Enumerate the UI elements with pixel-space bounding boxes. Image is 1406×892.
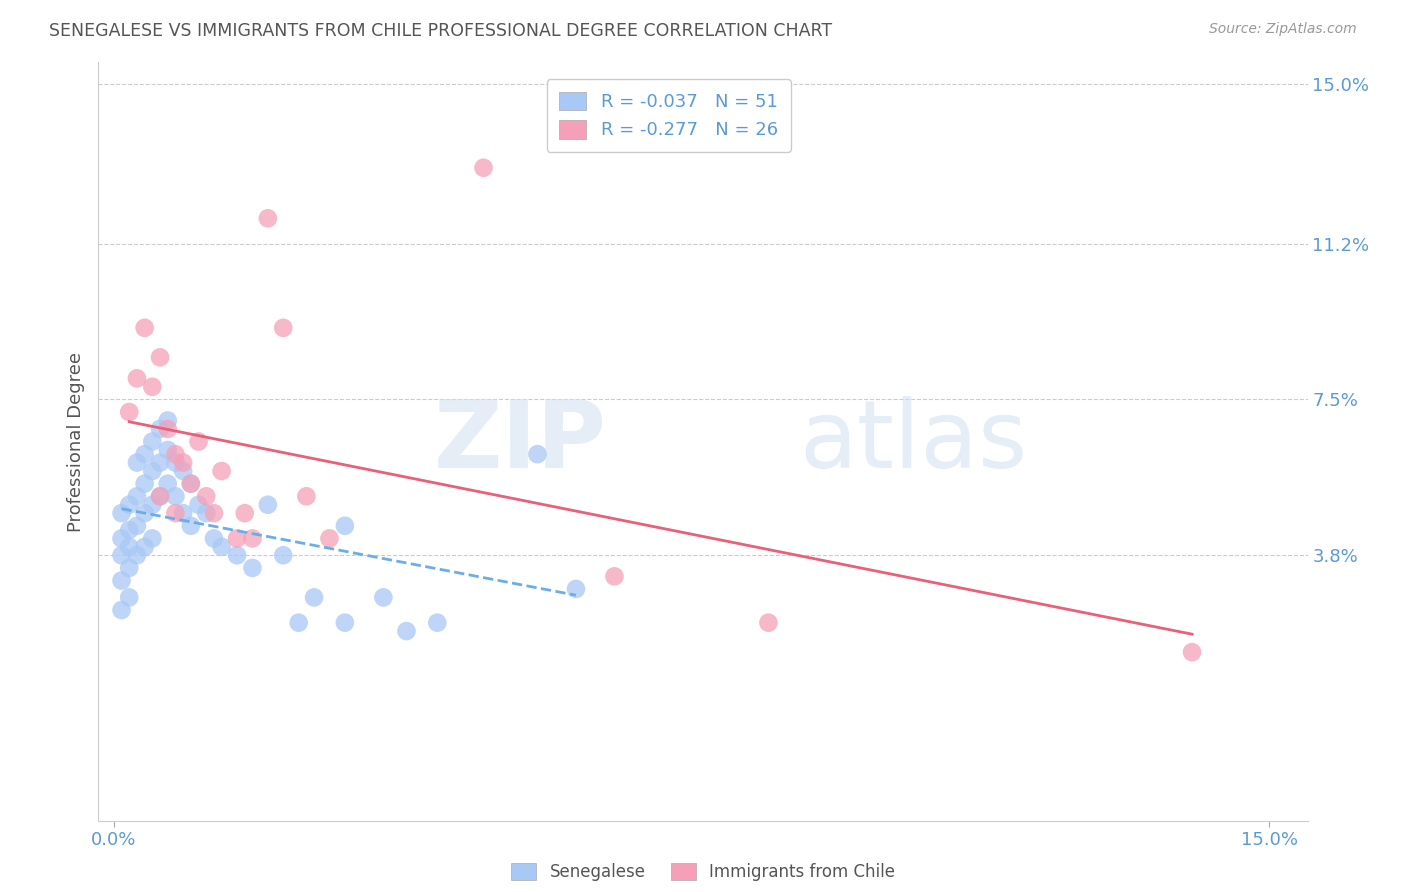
- Point: [318, 532, 340, 546]
- Point: [180, 476, 202, 491]
- Point: [156, 422, 179, 436]
- Point: [149, 456, 172, 470]
- Point: [156, 476, 179, 491]
- Y-axis label: Professional Degree: Professional Degree: [66, 351, 84, 532]
- Point: [295, 489, 318, 503]
- Point: [180, 518, 202, 533]
- Point: [472, 161, 495, 175]
- Point: [134, 476, 156, 491]
- Point: [373, 591, 395, 605]
- Point: [118, 523, 141, 537]
- Point: [110, 548, 132, 563]
- Text: ZIP: ZIP: [433, 395, 606, 488]
- Point: [195, 489, 218, 503]
- Point: [125, 456, 148, 470]
- Point: [211, 464, 233, 478]
- Point: [125, 371, 148, 385]
- Point: [134, 447, 156, 461]
- Point: [118, 540, 141, 554]
- Point: [118, 561, 141, 575]
- Point: [333, 518, 356, 533]
- Point: [149, 489, 172, 503]
- Point: [758, 615, 780, 630]
- Point: [125, 489, 148, 503]
- Point: [156, 442, 179, 457]
- Point: [287, 615, 309, 630]
- Point: [242, 532, 264, 546]
- Point: [110, 506, 132, 520]
- Point: [165, 447, 187, 461]
- Point: [1181, 645, 1204, 659]
- Point: [118, 591, 141, 605]
- Point: [125, 548, 148, 563]
- Point: [134, 540, 156, 554]
- Point: [110, 532, 132, 546]
- Point: [333, 615, 356, 630]
- Point: [149, 351, 172, 365]
- Point: [172, 456, 194, 470]
- Text: SENEGALESE VS IMMIGRANTS FROM CHILE PROFESSIONAL DEGREE CORRELATION CHART: SENEGALESE VS IMMIGRANTS FROM CHILE PROF…: [49, 22, 832, 40]
- Point: [211, 540, 233, 554]
- Point: [165, 489, 187, 503]
- Point: [242, 561, 264, 575]
- Point: [180, 476, 202, 491]
- Point: [257, 211, 280, 226]
- Text: atlas: atlas: [800, 395, 1028, 488]
- Point: [565, 582, 588, 596]
- Point: [134, 506, 156, 520]
- Point: [141, 380, 163, 394]
- Point: [271, 548, 294, 563]
- Point: [426, 615, 449, 630]
- Point: [118, 498, 141, 512]
- Point: [134, 320, 156, 334]
- Point: [141, 464, 163, 478]
- Text: Source: ZipAtlas.com: Source: ZipAtlas.com: [1209, 22, 1357, 37]
- Point: [271, 320, 294, 334]
- Point: [233, 506, 256, 520]
- Point: [172, 464, 194, 478]
- Point: [165, 506, 187, 520]
- Point: [187, 434, 209, 449]
- Point: [395, 624, 418, 639]
- Point: [226, 548, 249, 563]
- Point: [202, 506, 225, 520]
- Point: [195, 506, 218, 520]
- Point: [257, 498, 280, 512]
- Point: [172, 506, 194, 520]
- Point: [165, 456, 187, 470]
- Point: [187, 498, 209, 512]
- Point: [149, 489, 172, 503]
- Point: [141, 532, 163, 546]
- Point: [156, 413, 179, 427]
- Legend: Senegalese, Immigrants from Chile: Senegalese, Immigrants from Chile: [505, 856, 901, 888]
- Point: [125, 518, 148, 533]
- Point: [526, 447, 548, 461]
- Point: [118, 405, 141, 419]
- Point: [226, 532, 249, 546]
- Point: [110, 603, 132, 617]
- Point: [603, 569, 626, 583]
- Point: [202, 532, 225, 546]
- Point: [141, 498, 163, 512]
- Point: [141, 434, 163, 449]
- Point: [149, 422, 172, 436]
- Point: [302, 591, 325, 605]
- Point: [110, 574, 132, 588]
